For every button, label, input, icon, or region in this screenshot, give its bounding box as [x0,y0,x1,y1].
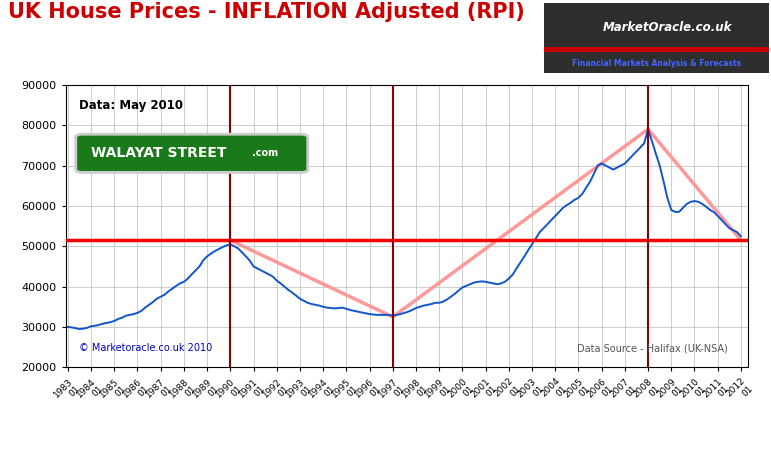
Text: UK House Prices - INFLATION Adjusted (RPI): UK House Prices - INFLATION Adjusted (RP… [8,2,524,22]
Text: .com: .com [252,148,278,158]
Text: Data Source - Halifax (UK-NSA): Data Source - Halifax (UK-NSA) [577,343,727,353]
FancyBboxPatch shape [76,134,308,172]
Text: MarketOracle.co.uk: MarketOracle.co.uk [603,21,732,34]
Text: Financial Markets Analysis & Forecasts: Financial Markets Analysis & Forecasts [571,59,741,68]
FancyBboxPatch shape [544,47,769,52]
Text: © Marketoracle.co.uk 2010: © Marketoracle.co.uk 2010 [79,343,213,353]
FancyBboxPatch shape [544,3,769,73]
Text: WALAYAT STREET: WALAYAT STREET [92,146,227,161]
Text: Data: May 2010: Data: May 2010 [79,99,183,112]
